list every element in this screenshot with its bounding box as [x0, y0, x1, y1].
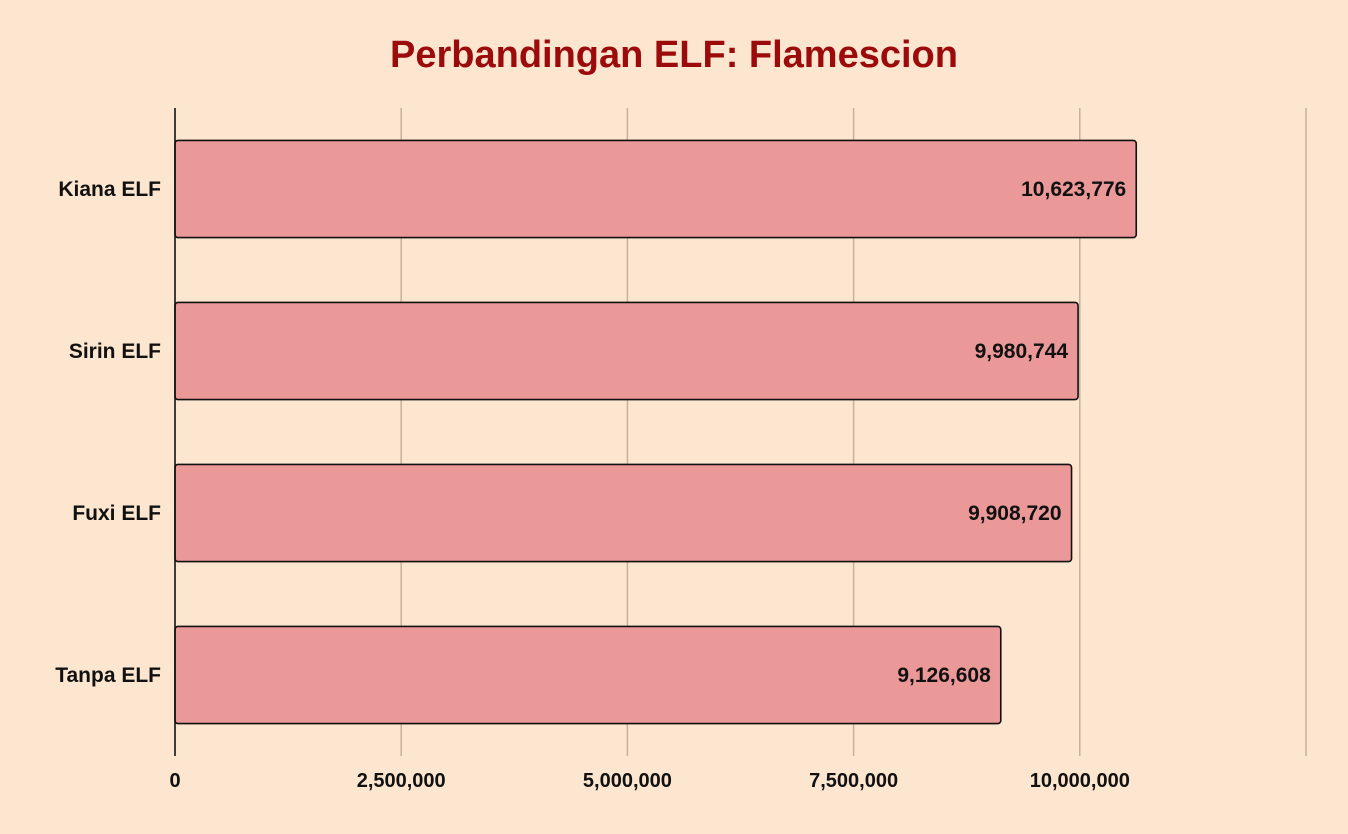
chart-title: Perbandingan ELF: Flamescion: [390, 34, 958, 76]
category-label: Fuxi ELF: [72, 502, 161, 525]
labels: 10,623,776 Kiana ELF 9,980,744 Sirin ELF 9,9…: [55, 178, 1130, 792]
bars: [174, 139, 1138, 725]
x-tick-label: 7,500,000: [809, 770, 898, 792]
value-label: 10,623,776: [1021, 178, 1126, 201]
x-tick-label: 5,000,000: [583, 770, 672, 792]
x-tick-label: 10,000,000: [1030, 770, 1130, 792]
bar: [174, 301, 1079, 401]
category-label: Sirin ELF: [69, 340, 161, 363]
value-label: 9,980,744: [975, 340, 1069, 363]
x-tick-label: 0: [169, 770, 180, 792]
bar: [174, 625, 1002, 725]
bar: [174, 139, 1138, 239]
bar: [174, 463, 1073, 563]
value-label: 9,908,720: [968, 502, 1061, 525]
value-label: 9,126,608: [897, 664, 991, 687]
category-label: Kiana ELF: [58, 178, 161, 201]
category-label: Tanpa ELF: [55, 664, 161, 687]
x-tick-label: 2,500,000: [357, 770, 446, 792]
